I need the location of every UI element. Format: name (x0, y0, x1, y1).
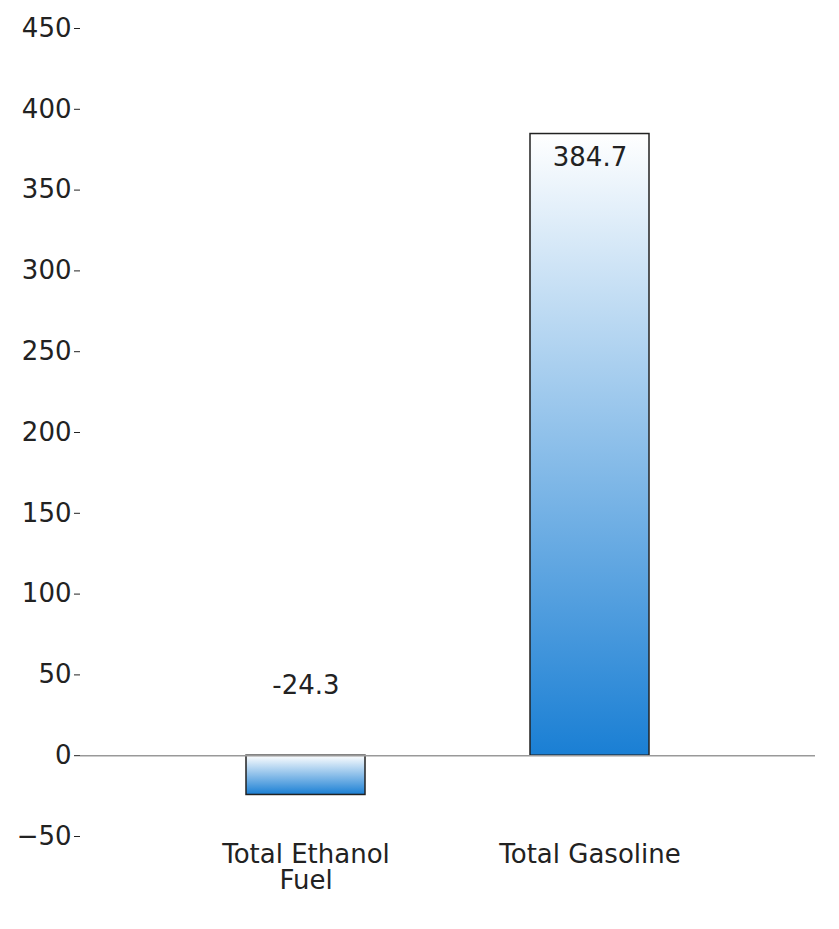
svg-text:Total EthanolFuel: Total EthanolFuel (221, 839, 390, 895)
svg-text:-24.3: -24.3 (272, 670, 339, 700)
svg-text:250: 250 (22, 336, 72, 366)
svg-text:0: 0 (55, 740, 72, 770)
svg-text:400: 400 (22, 94, 72, 124)
svg-text:384.7: 384.7 (553, 142, 627, 172)
svg-text:200: 200 (22, 417, 72, 447)
svg-text:50: 50 (38, 659, 71, 689)
svg-text:100: 100 (22, 578, 72, 608)
svg-text:450: 450 (22, 13, 72, 43)
svg-text:150: 150 (22, 498, 72, 528)
svg-text:Total Gasoline: Total Gasoline (498, 839, 680, 869)
svg-text:300: 300 (22, 255, 72, 285)
svg-text:350: 350 (22, 174, 72, 204)
svg-text:−50: −50 (17, 821, 72, 851)
